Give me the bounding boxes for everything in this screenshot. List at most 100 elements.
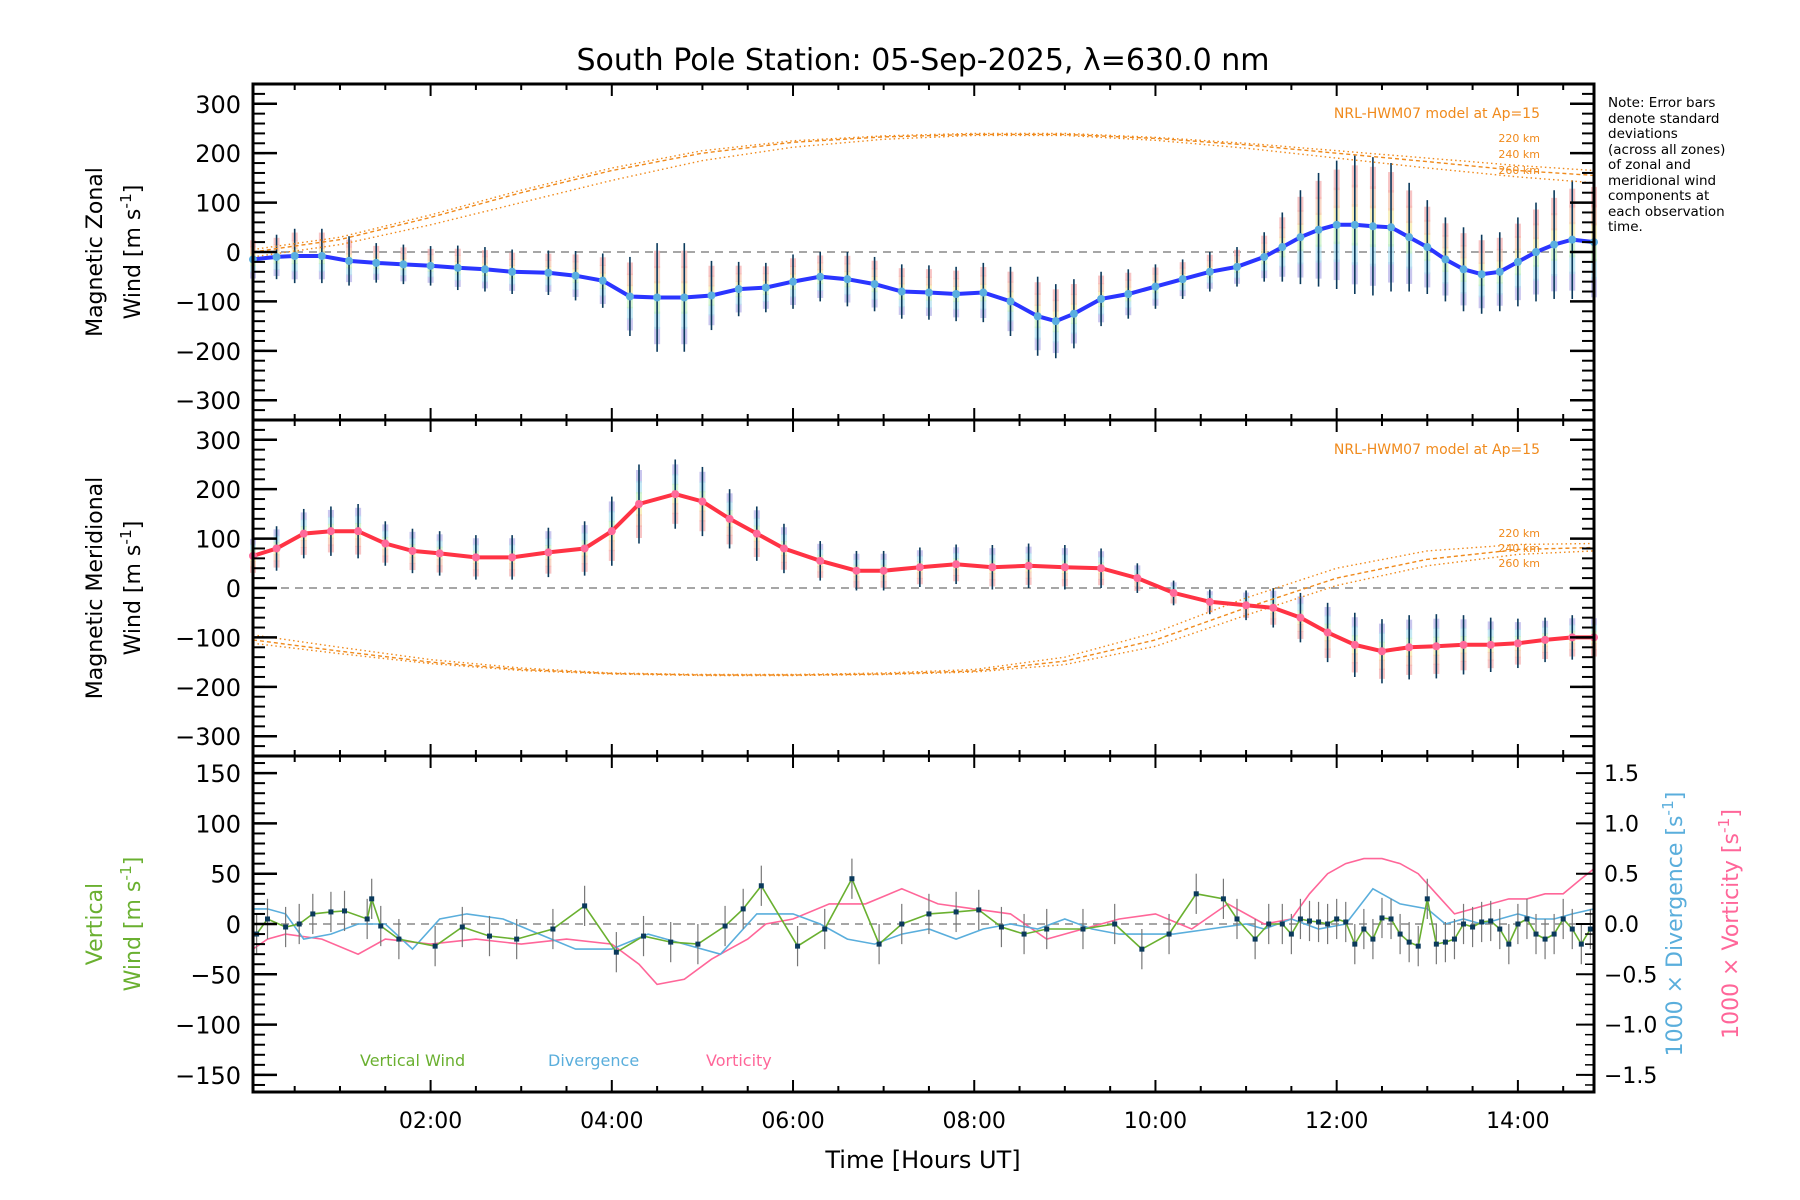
zonal-wind-point bbox=[453, 263, 462, 272]
altitude-label-260-km: 260 km bbox=[1498, 557, 1540, 570]
y-tick-label: −100 bbox=[175, 1012, 241, 1040]
zonal-wind-point bbox=[345, 256, 354, 265]
vertical-wind-point bbox=[1379, 915, 1385, 921]
x-tick-label: 10:00 bbox=[1124, 1109, 1187, 1134]
vertical-wind-point bbox=[1424, 896, 1430, 902]
meridional-wind-point bbox=[1169, 588, 1178, 597]
meridional-wind-point bbox=[1060, 563, 1069, 572]
meridional-wind-point bbox=[580, 544, 589, 553]
meridional-wind-line bbox=[252, 492, 1594, 654]
meridional-wind-point bbox=[1097, 564, 1106, 573]
right-y-tick-label: 1.5 bbox=[1604, 762, 1639, 787]
right-y-tick-label: −0.5 bbox=[1604, 963, 1657, 988]
zonal-wind-point bbox=[734, 285, 743, 294]
meridional-wind-point bbox=[408, 546, 417, 555]
meridional-wind-point bbox=[1541, 635, 1550, 644]
y-tick-label: 0 bbox=[226, 575, 241, 603]
vertical-wind-point bbox=[822, 926, 828, 932]
zonal-wind-point bbox=[1260, 252, 1269, 261]
y-axis-label-line1: Magnetic Meridional bbox=[83, 477, 108, 699]
meridional-wind-point bbox=[508, 553, 517, 562]
zonal-wind-point bbox=[598, 276, 607, 285]
zonal-wind-point bbox=[1477, 270, 1486, 279]
meridional-wind-point bbox=[544, 548, 553, 557]
vertical-wind-point bbox=[899, 921, 905, 927]
vertical-wind-point bbox=[1193, 891, 1199, 897]
vertical-wind-point bbox=[486, 933, 492, 939]
vertical-wind-point bbox=[1397, 931, 1403, 937]
divergence-line bbox=[253, 887, 1595, 956]
meridional-wind-point bbox=[752, 529, 761, 538]
vertical-wind-point bbox=[1021, 931, 1027, 937]
meridional-wind-point bbox=[634, 500, 643, 508]
y-tick-label: −50 bbox=[190, 961, 241, 989]
vertical-wind-point bbox=[1252, 936, 1258, 942]
y-tick-label: 100 bbox=[195, 190, 241, 218]
zonal-wind-point bbox=[897, 287, 906, 296]
model-label: NRL-HWM07 model at Ap=15 bbox=[1334, 442, 1540, 458]
vertical-wind-point bbox=[1533, 931, 1539, 937]
meridional-wind-point bbox=[1513, 639, 1522, 648]
vertical-wind-point bbox=[1506, 941, 1512, 947]
panel-vertical: Vertical Wind Divergence Vorticity 1.5 1.0 0.… bbox=[83, 754, 1744, 1094]
vertical-wind-point bbox=[1361, 926, 1367, 932]
y-axis-label-line1: Vertical bbox=[83, 883, 108, 965]
y-tick-label: −300 bbox=[175, 387, 241, 415]
vorticity-line bbox=[252, 857, 1595, 986]
vertical-wind-point bbox=[795, 943, 801, 949]
vertical-wind-point bbox=[296, 921, 302, 927]
zonal-wind-point bbox=[1006, 297, 1015, 306]
legend-divergence: Divergence bbox=[548, 1051, 639, 1070]
model-curve-240-km bbox=[252, 546, 1595, 676]
zonal-wind-point bbox=[480, 265, 489, 274]
zonal-wind-point bbox=[426, 261, 435, 270]
vertical-wind-point bbox=[342, 908, 348, 914]
panel-meridional: NRL-HWM07 model at Ap=15 220 km 240 km 260 … bbox=[83, 418, 1598, 758]
vertical-wind-point bbox=[550, 926, 556, 932]
altitude-label-220-km: 220 km bbox=[1498, 527, 1540, 540]
y-axis-label-line2: Wind [m s-1] bbox=[117, 185, 146, 320]
vertical-wind-point bbox=[1451, 936, 1457, 942]
vertical-wind-point bbox=[740, 906, 746, 912]
zonal-wind-point bbox=[1495, 267, 1504, 276]
vertical-wind-point bbox=[1343, 919, 1349, 925]
zonal-wind-point bbox=[1423, 243, 1432, 252]
vertical-wind-point bbox=[1587, 926, 1593, 932]
meridional-wind-point bbox=[354, 527, 363, 536]
meridional-wind-point bbox=[1242, 601, 1251, 610]
meridional-wind-point bbox=[671, 490, 680, 499]
vertical-wind-point bbox=[1325, 921, 1331, 927]
vertical-wind-point bbox=[1288, 931, 1294, 937]
y-tick-label: 200 bbox=[195, 140, 241, 168]
model-curve-260-km bbox=[252, 550, 1595, 677]
y-axis-label-line2: Wind [m s-1] bbox=[117, 857, 146, 992]
vertical-wind-point bbox=[459, 924, 465, 930]
meridional-wind-point bbox=[1133, 574, 1142, 583]
model-label: NRL-HWM07 model at Ap=15 bbox=[1334, 106, 1540, 122]
vertical-wind-point bbox=[1433, 941, 1439, 947]
vertical-wind-point bbox=[1370, 936, 1376, 942]
vertical-wind-point bbox=[1266, 921, 1272, 927]
model-curve-240-km bbox=[252, 133, 1595, 253]
right-y-tick-label: 0.5 bbox=[1604, 863, 1639, 888]
meridional-wind-point bbox=[1205, 597, 1214, 606]
x-tick-label: 02:00 bbox=[399, 1109, 462, 1134]
right-y-tick-label: 1.0 bbox=[1604, 812, 1639, 837]
zonal-wind-point bbox=[1205, 267, 1214, 276]
vertical-wind-point bbox=[1542, 936, 1548, 942]
zonal-wind-point bbox=[399, 260, 408, 269]
zonal-wind-point bbox=[1568, 235, 1577, 244]
y-tick-label: 200 bbox=[195, 476, 241, 504]
meridional-wind-point bbox=[1405, 643, 1414, 652]
vertical-wind-point bbox=[695, 941, 701, 947]
zonal-wind-point bbox=[1151, 282, 1160, 291]
vertical-wind-point bbox=[1524, 916, 1530, 922]
vertical-wind-point bbox=[1560, 916, 1566, 922]
vertical-wind-point bbox=[1515, 921, 1521, 927]
meridional-wind-point bbox=[607, 527, 616, 536]
meridional-wind-point bbox=[272, 544, 281, 553]
meridional-wind-point bbox=[852, 566, 861, 575]
zonal-wind-point bbox=[680, 293, 689, 302]
vertical-wind-point bbox=[1306, 918, 1312, 924]
zonal-wind-point bbox=[544, 268, 553, 277]
